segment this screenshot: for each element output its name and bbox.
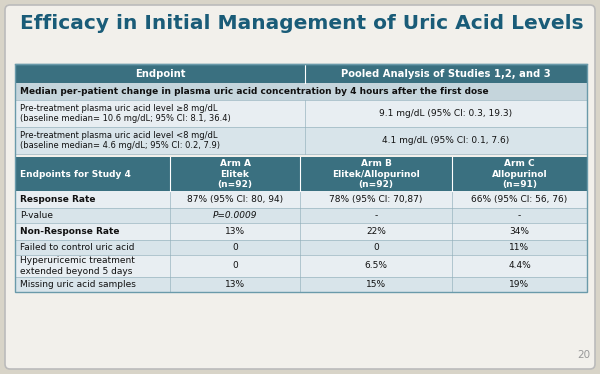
Bar <box>452 208 587 223</box>
Bar <box>452 255 587 277</box>
Bar <box>15 277 170 292</box>
Bar <box>170 255 300 277</box>
Text: 20: 20 <box>577 350 590 360</box>
Text: 34%: 34% <box>509 227 530 236</box>
Text: Pre-treatment plasma uric acid level <8 mg/dL
(baseline median= 4.6 mg/dL; 95% C: Pre-treatment plasma uric acid level <8 … <box>20 131 220 150</box>
Text: 19%: 19% <box>509 280 530 289</box>
Bar <box>15 240 170 255</box>
Text: 6.5%: 6.5% <box>365 261 388 270</box>
Text: Pooled Analysis of Studies 1,2, and 3: Pooled Analysis of Studies 1,2, and 3 <box>341 68 551 79</box>
Bar <box>15 100 587 127</box>
Text: Failed to control uric acid: Failed to control uric acid <box>20 243 134 252</box>
Bar <box>170 240 300 255</box>
Bar <box>300 191 452 208</box>
Text: 22%: 22% <box>366 227 386 236</box>
Text: 0: 0 <box>232 261 238 270</box>
Text: Response Rate: Response Rate <box>20 195 95 204</box>
Bar <box>452 191 587 208</box>
Bar <box>15 208 170 223</box>
Text: P-value: P-value <box>20 211 53 220</box>
Text: P=0.0009: P=0.0009 <box>213 211 257 220</box>
Text: Efficacy in Initial Management of Uric Acid Levels: Efficacy in Initial Management of Uric A… <box>20 14 584 33</box>
Bar <box>170 157 300 191</box>
Bar <box>300 208 452 223</box>
Text: 66% (95% CI: 56, 76): 66% (95% CI: 56, 76) <box>472 195 568 204</box>
Bar <box>15 64 587 83</box>
Text: Endpoint: Endpoint <box>135 68 185 79</box>
Text: 78% (95% CI: 70,87): 78% (95% CI: 70,87) <box>329 195 422 204</box>
Text: Median per-patient change in plasma uric acid concentration by 4 hours after the: Median per-patient change in plasma uric… <box>20 87 488 96</box>
Bar <box>170 223 300 240</box>
Bar <box>15 255 170 277</box>
Text: Pre-treatment plasma uric acid level ≥8 mg/dL
(baseline median= 10.6 mg/dL; 95% : Pre-treatment plasma uric acid level ≥8 … <box>20 104 231 123</box>
Text: 87% (95% CI: 80, 94): 87% (95% CI: 80, 94) <box>187 195 283 204</box>
Text: 4.1 mg/dL (95% CI: 0.1, 7.6): 4.1 mg/dL (95% CI: 0.1, 7.6) <box>382 136 509 145</box>
Bar <box>452 223 587 240</box>
Bar <box>170 191 300 208</box>
Text: 0: 0 <box>373 243 379 252</box>
Text: 11%: 11% <box>509 243 530 252</box>
Text: 9.1 mg/dL (95% CI: 0.3, 19.3): 9.1 mg/dL (95% CI: 0.3, 19.3) <box>379 109 512 118</box>
Text: -: - <box>374 211 377 220</box>
Text: 0: 0 <box>232 243 238 252</box>
Bar <box>300 240 452 255</box>
Bar <box>452 277 587 292</box>
Bar <box>300 157 452 191</box>
Bar <box>452 240 587 255</box>
Text: Non-Response Rate: Non-Response Rate <box>20 227 119 236</box>
Bar <box>15 127 587 154</box>
FancyBboxPatch shape <box>5 5 595 369</box>
Text: 13%: 13% <box>225 227 245 236</box>
Text: 4.4%: 4.4% <box>508 261 531 270</box>
Text: Arm B
Elitek/Allopurinol
(n=92): Arm B Elitek/Allopurinol (n=92) <box>332 159 420 189</box>
Text: 13%: 13% <box>225 280 245 289</box>
Bar <box>300 277 452 292</box>
Bar <box>15 223 170 240</box>
Bar <box>15 157 170 191</box>
Bar <box>15 64 587 292</box>
Bar <box>15 83 587 100</box>
Text: -: - <box>518 211 521 220</box>
Text: Hyperuricemic treatment
extended beyond 5 days: Hyperuricemic treatment extended beyond … <box>20 256 135 276</box>
Text: Endpoints for Study 4: Endpoints for Study 4 <box>20 169 131 178</box>
Bar <box>300 255 452 277</box>
Bar <box>170 208 300 223</box>
Bar <box>300 223 452 240</box>
Bar <box>170 277 300 292</box>
Text: Missing uric acid samples: Missing uric acid samples <box>20 280 136 289</box>
Bar <box>452 157 587 191</box>
Text: Arm A
Elitek
(n=92): Arm A Elitek (n=92) <box>218 159 253 189</box>
Text: Arm C
Allopurinol
(n=91): Arm C Allopurinol (n=91) <box>491 159 547 189</box>
Text: 15%: 15% <box>366 280 386 289</box>
Bar <box>15 191 170 208</box>
